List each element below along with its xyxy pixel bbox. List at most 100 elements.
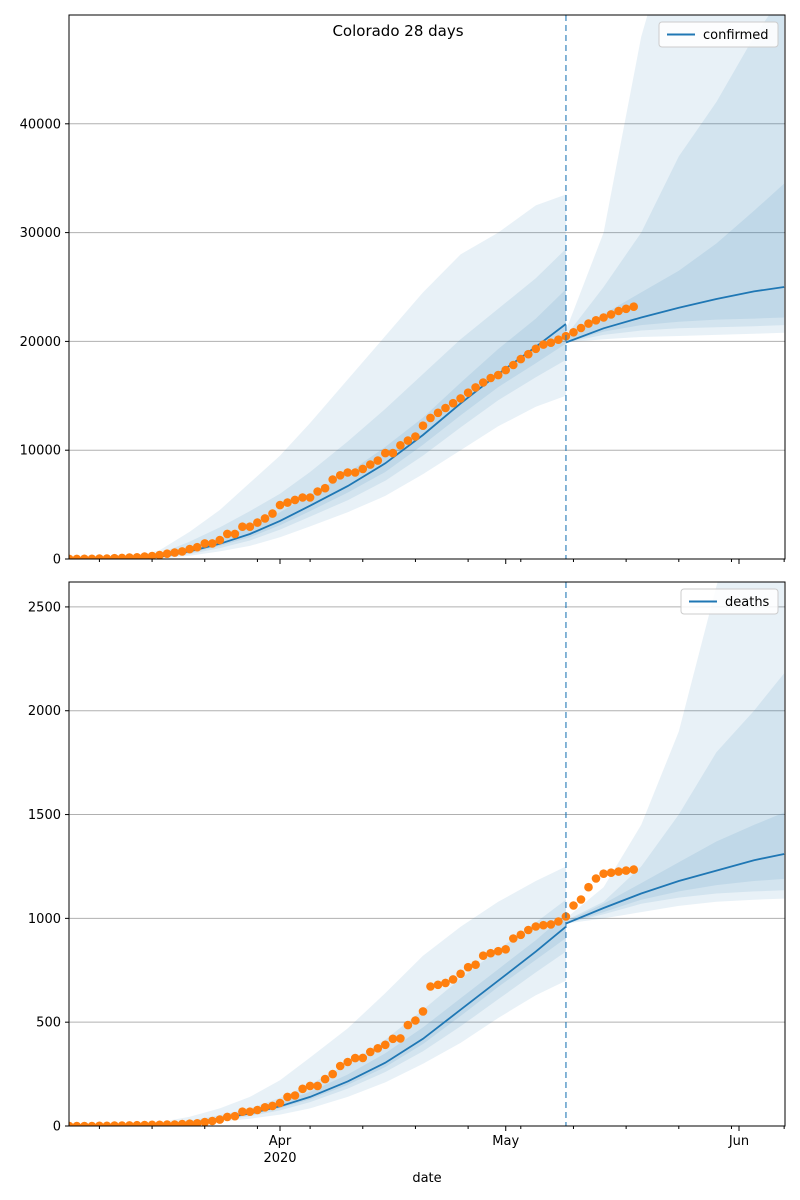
observed-point (426, 982, 435, 991)
observed-point (373, 456, 383, 465)
plot-area (69, 15, 785, 559)
observed-point (215, 535, 225, 545)
observed-point (411, 432, 420, 441)
observed-point (426, 413, 435, 423)
observed-point (448, 975, 458, 984)
observed-point (335, 1061, 345, 1071)
observed-point (268, 1101, 277, 1111)
legend: deaths (680, 588, 779, 615)
y-tick-label: 2000 (28, 704, 61, 719)
observed-point (418, 1007, 428, 1016)
observed-point (110, 553, 119, 559)
observed-point (546, 920, 556, 929)
y-tick-label: 20000 (20, 335, 61, 350)
observed-point (614, 306, 623, 316)
observed-point (381, 448, 390, 458)
observed-point (493, 370, 503, 380)
chart-panel-1: 0 500 1000 1500 2000 2500 Apr 2020 May Jun date dea… (28, 581, 786, 1186)
observed-point (245, 1107, 255, 1116)
x-tick-label: Jun (728, 1134, 749, 1149)
observed-point (599, 869, 608, 878)
observed-point (117, 553, 127, 559)
observed-point (95, 554, 104, 559)
legend-box (658, 21, 779, 48)
observed-point (629, 865, 638, 874)
observed-point (95, 1121, 104, 1126)
observed-point (170, 1120, 179, 1126)
observed-point (87, 1121, 97, 1126)
observed-point (621, 304, 631, 314)
uncertainty-band (565, 812, 785, 924)
observed-point (516, 930, 526, 940)
observed-point (147, 551, 157, 559)
observed-point (155, 1120, 164, 1126)
observed-point (539, 340, 548, 349)
observed-point (162, 1120, 172, 1126)
observed-point (87, 554, 97, 559)
observed-point (72, 1121, 82, 1126)
observed-point (501, 945, 511, 954)
observed-point (569, 901, 578, 910)
uncertainty-band (565, 582, 785, 924)
observed-point (614, 867, 623, 876)
observed-point (591, 874, 601, 883)
observed-point (208, 1116, 217, 1126)
observed-point (350, 1053, 360, 1063)
observed-point (320, 1074, 330, 1084)
observed-point (298, 493, 307, 502)
observed-point (441, 978, 450, 988)
observed-point (456, 969, 465, 979)
observed-point (509, 360, 518, 370)
observed-point (569, 328, 578, 337)
uncertainty-band (69, 194, 566, 559)
y-tick-label: 1000 (28, 912, 61, 927)
uncertainty-band (565, 15, 785, 343)
observed-point (509, 934, 518, 943)
observed-point (396, 441, 405, 450)
forecast-line (565, 853, 785, 925)
observed-point (275, 500, 285, 510)
observed-point (358, 464, 368, 474)
legend-box (680, 588, 779, 615)
y-tick-label: 2500 (28, 600, 61, 615)
observed-point (576, 895, 586, 904)
plot-area (42, 582, 785, 1131)
observed-point (69, 554, 74, 559)
observed-point (554, 917, 563, 926)
observed-point (238, 522, 247, 531)
observed-point (283, 1092, 292, 1102)
legend: confirmed (658, 21, 779, 48)
observed-point (366, 460, 375, 469)
y-tick-label: 0 (53, 1120, 61, 1135)
observed-point (463, 388, 473, 398)
observed-point (606, 868, 616, 877)
observed-point (125, 553, 134, 559)
observed-point (290, 1091, 300, 1100)
observed-point (147, 1120, 157, 1126)
observed-point (110, 1121, 119, 1126)
observed-point (162, 549, 172, 558)
observed-point (200, 1117, 210, 1126)
observed-point (366, 1047, 375, 1057)
observed-point (313, 1081, 322, 1091)
observed-point (102, 1121, 112, 1126)
observed-point (125, 1121, 134, 1126)
observed-point (42, 1122, 51, 1131)
observed-point (223, 1112, 232, 1122)
observed-point (463, 962, 473, 972)
y-tick-label: 30000 (20, 226, 61, 241)
observed-point (140, 552, 149, 559)
observed-point (80, 554, 89, 559)
x-axis-label: date (412, 1171, 441, 1186)
uncertainty-band (565, 183, 785, 343)
observed-point (343, 1057, 353, 1067)
observed-point (403, 436, 413, 445)
observed-point (223, 529, 232, 539)
observed-point (381, 1040, 390, 1050)
y-tick-label: 500 (36, 1016, 61, 1031)
observed-point (448, 398, 458, 408)
observed-point (305, 493, 315, 502)
observed-point (335, 471, 345, 480)
observed-point (388, 1034, 398, 1044)
observed-point (486, 948, 496, 958)
